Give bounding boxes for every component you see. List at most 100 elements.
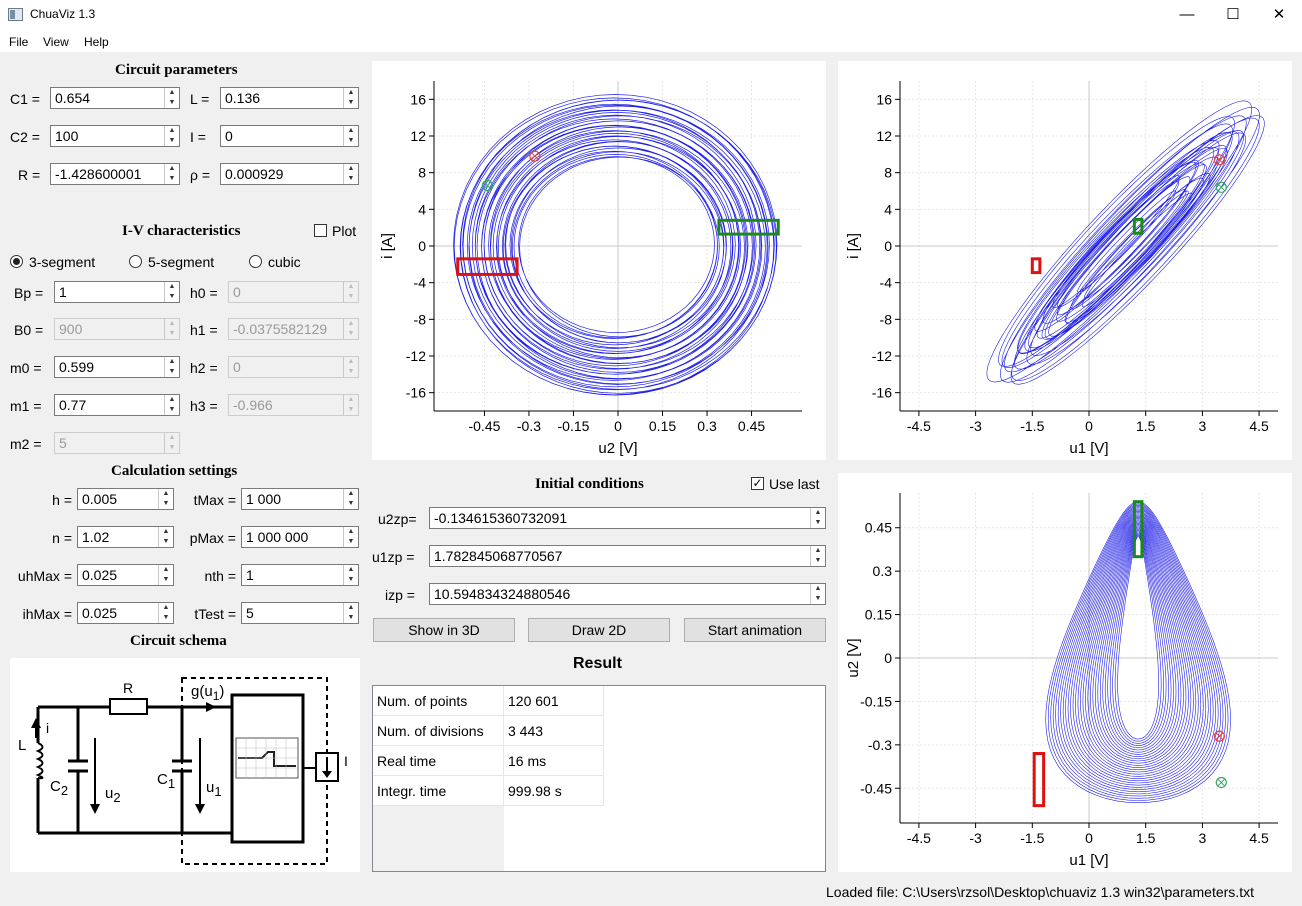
spin-down-icon[interactable]: ▼ bbox=[162, 538, 170, 545]
spin-down-icon[interactable]: ▼ bbox=[162, 500, 170, 507]
u1zp-spinbox[interactable]: 1.782845068770567 ▲ ▼ bbox=[429, 545, 826, 567]
menu-file[interactable]: File bbox=[9, 35, 29, 49]
spin-up-icon[interactable]: ▲ bbox=[814, 547, 822, 554]
bp-spinbox[interactable]: 1 ▲ ▼ bbox=[54, 281, 180, 303]
close-button[interactable]: ✕ bbox=[1272, 6, 1286, 23]
m1-spinbox[interactable]: 0.77 ▲ ▼ bbox=[54, 394, 180, 416]
spin-up-icon[interactable]: ▲ bbox=[168, 89, 176, 96]
spin-up-icon[interactable]: ▲ bbox=[347, 89, 355, 96]
spin-up-icon[interactable]: ▲ bbox=[347, 604, 355, 611]
spin-down-icon[interactable]: ▼ bbox=[814, 557, 822, 564]
spin-up-icon[interactable]: ▲ bbox=[814, 509, 822, 516]
y-tick-label: 8 bbox=[884, 165, 892, 181]
spin-up-icon[interactable]: ▲ bbox=[814, 585, 822, 592]
plot-i-vs-u1[interactable]: -4.5 -3 -1.5 0 1.5 3 4.5 16 12 8 4 0 -4 -8 -12 -16 u1 [V… bbox=[838, 61, 1292, 460]
schema-u2-label: u2 bbox=[105, 785, 121, 805]
result-value[interactable]: 999.98 s bbox=[504, 776, 604, 806]
spin-up-icon[interactable]: ▲ bbox=[347, 127, 355, 134]
spin-up-icon[interactable]: ▲ bbox=[162, 528, 170, 535]
radio-3-segment[interactable] bbox=[10, 255, 23, 268]
spin-down-icon[interactable]: ▼ bbox=[162, 576, 170, 583]
start-animation-button[interactable]: Start animation bbox=[684, 618, 826, 642]
schema-c1-letter: C bbox=[157, 771, 168, 788]
x-tick-label: 0 bbox=[1085, 830, 1093, 846]
u2zp-spinbox[interactable]: -0.134615360732091 ▲ ▼ bbox=[429, 507, 826, 529]
spin-up-icon[interactable]: ▲ bbox=[347, 566, 355, 573]
y-tick-label: -16 bbox=[406, 385, 426, 401]
ihmax-spinbox[interactable]: 0.025 ▲ ▼ bbox=[77, 602, 174, 624]
spin-up-icon[interactable]: ▲ bbox=[162, 490, 170, 497]
show-3d-button[interactable]: Show in 3D bbox=[373, 618, 515, 642]
result-value[interactable]: 3 443 bbox=[504, 716, 604, 746]
spin-down-icon[interactable]: ▼ bbox=[162, 614, 170, 621]
spin-down-icon[interactable]: ▼ bbox=[347, 614, 355, 621]
menu-view[interactable]: View bbox=[43, 35, 69, 49]
izp-spinbox[interactable]: 10.594834324880546 ▲ ▼ bbox=[429, 583, 826, 605]
spin-up-icon[interactable]: ▲ bbox=[347, 165, 355, 172]
draw-2d-button[interactable]: Draw 2D bbox=[528, 618, 670, 642]
spin-down-icon[interactable]: ▼ bbox=[814, 595, 822, 602]
x-tick-label: -1.5 bbox=[1020, 418, 1044, 434]
spin-down-icon[interactable]: ▼ bbox=[814, 519, 822, 526]
schema-g-sub: 1 bbox=[213, 689, 220, 703]
h0-label: h0 = bbox=[190, 285, 218, 301]
spin-up-icon[interactable]: ▲ bbox=[162, 604, 170, 611]
result-value[interactable]: 16 ms bbox=[504, 746, 604, 776]
x-tick-label: 0 bbox=[614, 418, 622, 434]
spin-down-icon[interactable]: ▼ bbox=[168, 137, 176, 144]
maximize-button[interactable]: ☐ bbox=[1226, 6, 1240, 23]
c1-spinbox[interactable]: 0.654 ▲ ▼ bbox=[50, 87, 180, 109]
c2-spinbox[interactable]: 100 ▲ ▼ bbox=[50, 125, 180, 147]
result-value[interactable]: 120 601 bbox=[504, 686, 604, 716]
spin-down-icon[interactable]: ▼ bbox=[168, 175, 176, 182]
ttest-value: 5 bbox=[246, 605, 254, 621]
menu-help[interactable]: Help bbox=[84, 35, 109, 49]
spin-up-icon[interactable]: ▲ bbox=[168, 396, 176, 403]
i-spinbox[interactable]: 0 ▲ ▼ bbox=[220, 125, 359, 147]
minimize-button[interactable]: — bbox=[1179, 6, 1195, 23]
r-label: R = bbox=[18, 167, 41, 183]
spin-down-icon[interactable]: ▼ bbox=[347, 99, 355, 106]
spin-down-icon[interactable]: ▼ bbox=[347, 538, 355, 545]
rho-spinbox[interactable]: 0.000929 ▲ ▼ bbox=[220, 163, 359, 185]
spin-up-icon[interactable]: ▲ bbox=[168, 127, 176, 134]
spin-up-icon[interactable]: ▲ bbox=[168, 283, 176, 290]
nth-spinbox[interactable]: 1 ▲ ▼ bbox=[241, 564, 359, 586]
spin-up-icon[interactable]: ▲ bbox=[347, 490, 355, 497]
spin-down-icon[interactable]: ▼ bbox=[347, 175, 355, 182]
pmax-spinbox[interactable]: 1 000 000 ▲ ▼ bbox=[241, 526, 359, 548]
plot-i-vs-u2[interactable]: -0.45 -0.3 -0.15 0 0.15 0.3 0.45 16 12 8 4 0 -4 -8 -12… bbox=[372, 61, 826, 460]
spin-down-icon[interactable]: ▼ bbox=[168, 406, 176, 413]
spin-up-icon[interactable]: ▲ bbox=[168, 358, 176, 365]
izp-value: 10.594834324880546 bbox=[434, 586, 571, 602]
plot-u2-vs-u1[interactable]: -4.5 -3 -1.5 0 1.5 3 4.5 0.45 0.3 0.15 0 -0.15 -0.3 -… bbox=[838, 473, 1292, 872]
radio-cubic[interactable] bbox=[249, 255, 262, 268]
title-bar bbox=[0, 0, 1302, 30]
spin-down-icon[interactable]: ▼ bbox=[347, 137, 355, 144]
spin-down-icon[interactable]: ▼ bbox=[347, 576, 355, 583]
l-value: 0.136 bbox=[225, 90, 261, 106]
spin-up-icon[interactable]: ▲ bbox=[168, 165, 176, 172]
spin-up-icon: ▲ bbox=[168, 320, 176, 327]
pmax-value: 1 000 000 bbox=[246, 529, 309, 545]
use-last-checkbox[interactable]: ✓ bbox=[751, 476, 764, 490]
ttest-spinbox[interactable]: 5 ▲ ▼ bbox=[241, 602, 359, 624]
spin-down-icon[interactable]: ▼ bbox=[168, 99, 176, 106]
m0-spinbox[interactable]: 0.599 ▲ ▼ bbox=[54, 356, 180, 378]
spin-down-icon[interactable]: ▼ bbox=[168, 293, 176, 300]
h-spinbox[interactable]: 0.005 ▲ ▼ bbox=[77, 488, 174, 510]
n-spinbox[interactable]: 1.02 ▲ ▼ bbox=[77, 526, 174, 548]
spin-down-icon[interactable]: ▼ bbox=[347, 500, 355, 507]
spin-up-icon[interactable]: ▲ bbox=[347, 528, 355, 535]
spin-up-icon[interactable]: ▲ bbox=[162, 566, 170, 573]
plot-checkbox[interactable] bbox=[314, 224, 327, 237]
uhmax-spinbox[interactable]: 0.025 ▲ ▼ bbox=[77, 564, 174, 586]
tmax-spinbox[interactable]: 1 000 ▲ ▼ bbox=[241, 488, 359, 510]
use-last-label: Use last bbox=[769, 476, 820, 492]
radio-5-segment[interactable] bbox=[129, 255, 142, 268]
r-spinbox[interactable]: -1.428600001 ▲ ▼ bbox=[50, 163, 180, 185]
b0-spinbox: 900 ▲ ▼ bbox=[54, 318, 180, 340]
l-spinbox[interactable]: 0.136 ▲ ▼ bbox=[220, 87, 359, 109]
spin-down-icon[interactable]: ▼ bbox=[168, 368, 176, 375]
h3-label: h3 = bbox=[190, 398, 218, 414]
